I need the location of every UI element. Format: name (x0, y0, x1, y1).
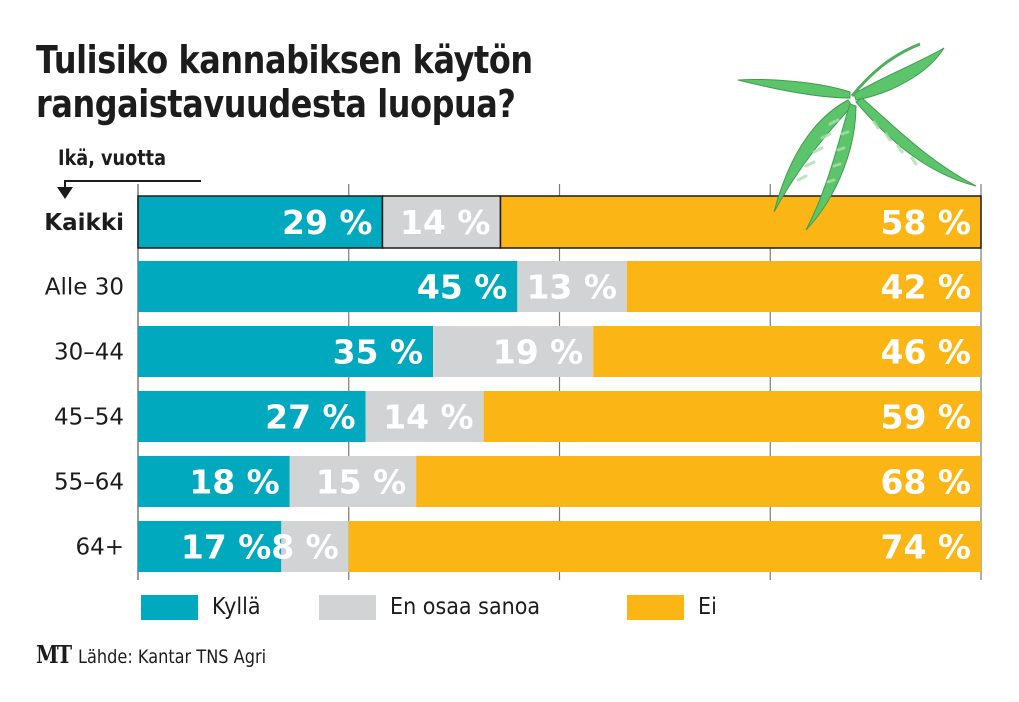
bar-en-osaa-sanoa-55-64 (289, 456, 417, 507)
title-line-2: rangaistavuudesta luopua? (36, 82, 516, 126)
bar-kyllä-alle-30 (138, 261, 518, 312)
legend-item-ei: Ei (627, 594, 719, 620)
value-label-ei-45-54: 59 % (881, 398, 971, 437)
category-label-kaikki: Kaikki (44, 210, 124, 236)
value-label-kyllä-30-44: 35 % (333, 333, 423, 372)
leaf-blade-right (853, 47, 945, 101)
bar-en-osaa-sanoa-kaikki (381, 195, 502, 249)
value-label-kyllä-64: 17 % (181, 528, 271, 567)
legend-swatch-ei (627, 594, 684, 620)
axis-caption: Ikä, vuotta (58, 146, 166, 170)
leaf-blade-lower-right (855, 97, 977, 187)
arrow-down-icon (57, 187, 73, 199)
labels: Kaikki 29 % 14 % 58 % Alle 30 45 % 13 % 42 % 30–… (44, 203, 971, 567)
chart-title: Tulisiko kannabiksen käytön rangaistavuu… (36, 38, 533, 126)
category-label-alle-30: Alle 30 (45, 275, 124, 301)
value-label-kyllä-45-54: 27 % (265, 398, 355, 437)
bar-ei-64 (348, 521, 981, 572)
legend-label-ei: Ei (698, 594, 717, 620)
bar-en-osaa-sanoa-64 (281, 521, 349, 572)
value-label-kyllä-kaikki: 29 % (282, 203, 372, 242)
category-label-30-44: 30–44 (54, 340, 124, 366)
value-label-ei-30-44: 46 % (881, 333, 971, 372)
bar-kyllä-kaikki (137, 195, 384, 249)
value-label-ei-kaikki: 58 % (881, 203, 971, 242)
legend-swatch-kylla (141, 594, 198, 620)
value-label-en-osaa-sanoa-30-44: 19 % (493, 333, 583, 372)
value-label-ei-55-64: 68 % (881, 463, 971, 502)
bar-ei-alle-30 (626, 261, 981, 312)
leaf-blade-middle (805, 103, 857, 231)
mt-logo: MT (36, 640, 72, 669)
bars (137, 195, 982, 572)
legend-item-kylla: Kyllä (141, 594, 266, 620)
leaf-blade-lower-left (773, 99, 853, 213)
cannabis-leaf-illustration (737, 42, 977, 231)
category-label-55-64: 55–64 (54, 470, 124, 496)
value-label-en-osaa-sanoa-45-54: 14 % (383, 398, 473, 437)
axis-caption-line (64, 180, 201, 182)
axis-caption-stem (64, 180, 66, 188)
legend-label-kylla: Kyllä (212, 594, 261, 620)
value-label-ei-alle-30: 42 % (881, 268, 971, 307)
source-text: Lähde: Kantar TNS Agri (78, 646, 267, 668)
source-line: MT Lähde: Kantar TNS Agri (36, 640, 299, 669)
value-label-en-osaa-sanoa-64: 8 % (271, 528, 339, 567)
gridlines (137, 184, 982, 580)
leaf-blade-left (737, 79, 851, 99)
bar-kyllä-64 (138, 521, 282, 572)
value-label-en-osaa-sanoa-alle-30: 13 % (526, 268, 616, 307)
legend-swatch-en-osaa-sanoa (319, 594, 376, 620)
value-label-en-osaa-sanoa-55-64: 15 % (316, 463, 406, 502)
bar-kyllä-30-44 (138, 326, 434, 377)
legend-label-en-osaa-sanoa: En osaa sanoa (390, 594, 541, 620)
bar-ei-30-44 (593, 326, 981, 377)
bar-kyllä-55-64 (138, 456, 290, 507)
category-label-64: 64+ (75, 535, 124, 561)
bar-en-osaa-sanoa-45-54 (365, 391, 484, 442)
bar-en-osaa-sanoa-30-44 (433, 326, 594, 377)
bar-ei-55-64 (416, 456, 981, 507)
title-line-1: Tulisiko kannabiksen käytön (36, 38, 533, 82)
bar-kyllä-45-54 (138, 391, 366, 442)
value-label-en-osaa-sanoa-kaikki: 14 % (400, 203, 490, 242)
value-label-ei-64: 74 % (881, 528, 971, 567)
value-label-kyllä-alle-30: 45 % (417, 268, 507, 307)
bar-ei-kaikki (499, 195, 982, 249)
category-label-45-54: 45–54 (54, 405, 124, 431)
bar-en-osaa-sanoa-alle-30 (517, 261, 627, 312)
legend-item-en-osaa-sanoa: En osaa sanoa (319, 594, 557, 620)
leaf-stem (850, 42, 921, 97)
bar-ei-45-54 (483, 391, 981, 442)
value-label-kyllä-55-64: 18 % (189, 463, 279, 502)
